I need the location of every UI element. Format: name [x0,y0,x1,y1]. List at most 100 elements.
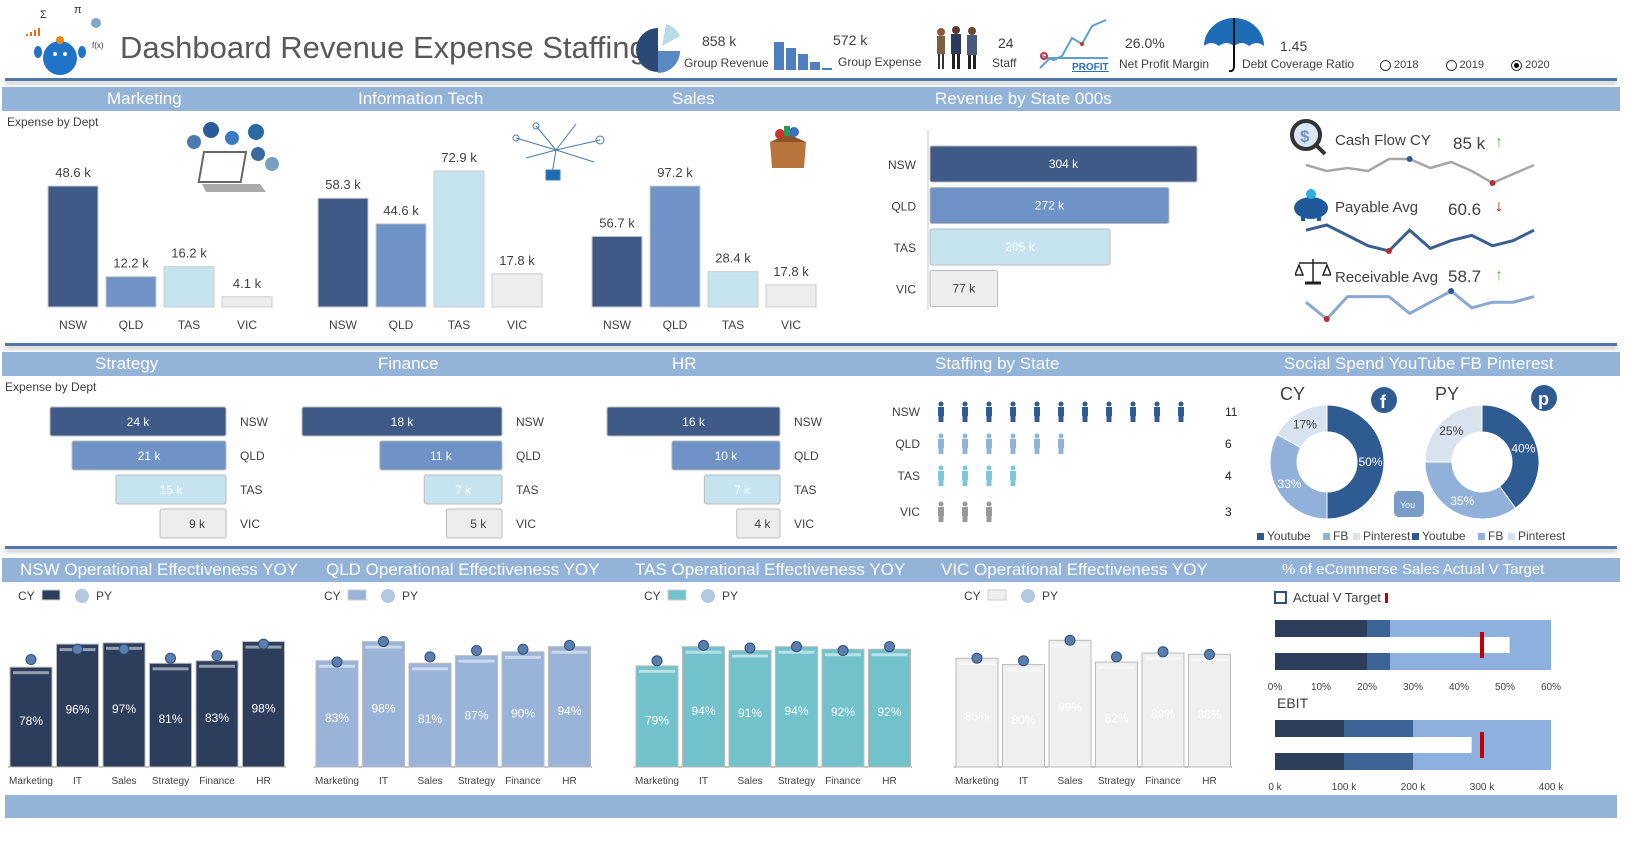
person-legs [1010,479,1016,486]
social-spend-title: Social Spend YouTube FB Pinterest [1284,354,1554,373]
axis-tick: 300 k [1470,782,1495,792]
person-legs [938,447,944,454]
person-legs [962,515,968,522]
person-head [1082,401,1088,407]
data-label: 17.8 k [773,264,809,279]
target-marker [1480,632,1484,658]
bar-highlight [1005,668,1042,672]
bar-highlight [551,650,588,654]
axis-tick: 60% [1541,682,1561,693]
bar-tas [703,474,781,505]
person-legs [1082,415,1088,422]
year-label: 2019 [1459,59,1485,71]
qld-opex-title: QLD Operational Effectiveness YOY [326,560,600,579]
icon-glyph: p [1538,389,1549,409]
icon-shape [1394,491,1424,517]
staff-value: 24 [998,35,1014,51]
axis-tick: 100 k [1332,782,1357,792]
axis-label: NSW [794,415,823,429]
bar-cy [682,646,725,768]
radio-icon[interactable] [1445,59,1457,71]
nsw-opex-title: NSW Operational Effectiveness YOY [20,560,299,579]
data-label: 89% [1151,707,1175,721]
person-icon [1010,433,1016,454]
axis-label: NSW [516,415,545,429]
piggy-bank-icon [1294,189,1328,221]
py-marker [1157,646,1169,658]
data-label: 87% [464,708,488,722]
section-header-row3: NSW Operational Effectiveness YOY QLD Op… [2,558,1620,582]
axis-label: QLD [240,449,265,463]
legend-label: Actual V Target [1293,590,1381,605]
bar-cy [955,657,999,768]
staffing-by-state-chart: NSW 11 QLD 6 TAS 4 VIC 3 [892,401,1238,522]
svg-text:$: $ [1300,127,1310,146]
data-label: 25% [1439,424,1463,438]
bar-vic [159,508,227,539]
data-label: 82% [1104,712,1128,726]
axis-label: QLD [516,449,541,463]
axis-label: VIC [900,505,920,519]
donut-slice-fb [1269,433,1328,520]
bar-tas [115,474,227,505]
network-diagram-icon [512,122,605,181]
marketing-title: Marketing [107,89,182,108]
data-label: 88% [1197,708,1221,722]
axis-label: Strategy [152,776,189,787]
data-label: 304 k [1049,157,1079,171]
year-radio-2018[interactable]: 2018 [1380,59,1418,71]
data-label: 72.9 k [441,150,477,165]
axis-tick: 400 k [1539,782,1564,792]
data-label: 11 [1225,405,1238,419]
axis-label: IT [73,776,82,787]
year-radio-2019[interactable]: 2019 [1445,59,1485,71]
person-legs [986,479,992,486]
svg-text:PROFIT: PROFIT [1072,62,1109,72]
person-icon [1010,401,1016,422]
person-legs [1154,415,1160,422]
person-head [1010,401,1016,407]
data-label: 44.6 k [383,203,419,218]
data-label: 4 [1225,469,1232,483]
person-legs [938,479,944,486]
data-label: 92% [877,705,901,719]
axis-label: HR [1202,776,1216,787]
person-icon [986,433,992,454]
person-legs [962,447,968,454]
bar-chart-icon [774,42,832,70]
receivable-value: 58.7 [1448,267,1482,286]
icon-shape [1531,385,1557,411]
person-icon [1034,433,1040,454]
legend-swatch-py [1021,589,1035,603]
bar-cy [56,643,99,768]
data-label: 21 k [138,449,162,463]
kpi-group-expense: 572 k Group Expense [774,24,924,76]
axis-label: NSW [240,415,269,429]
person-body [1178,407,1184,416]
py-marker [884,641,895,653]
person-head [986,401,992,407]
person-head [938,401,944,407]
year-label: 2018 [1394,59,1419,71]
data-label: 79% [645,713,669,727]
person-body [938,471,944,480]
person-head [1034,433,1040,439]
year-radio-2020[interactable]: 2020 [1511,59,1550,71]
radio-icon[interactable] [1380,59,1391,71]
axis-label: Sales [111,776,136,787]
data-label: 94% [784,704,808,718]
py-marker [1111,651,1122,663]
axis-tick: 20% [1357,682,1377,693]
axis-label: Marketing [315,776,359,787]
footer-band [5,795,1617,818]
legend-label: Pinterest [1518,529,1566,543]
data-label: 85% [965,710,989,724]
axis-label: VIC [240,517,260,531]
legend-swatch-cy [347,589,367,601]
radio-selected-icon[interactable] [1511,59,1523,71]
axis-label: TAS [894,241,916,255]
data-label: 97% [112,702,136,716]
axis-tick: 10% [1311,682,1331,693]
payable-label: Payable Avg [1335,199,1419,216]
bar-highlight [1098,666,1135,670]
